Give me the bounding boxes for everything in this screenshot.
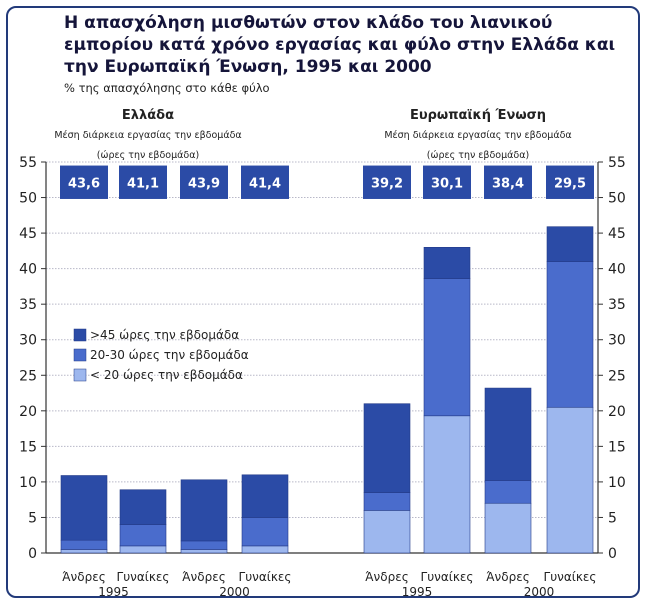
y-tick-label-left: 30 [19, 333, 37, 349]
x-category-label: Άνδρες [486, 570, 530, 584]
avg-hours-label: 39,2 [371, 176, 403, 191]
x-year-label: 2000 [524, 585, 555, 599]
bar-segment-20to30 [363, 492, 411, 511]
panel-title: Ελλάδα [122, 108, 174, 123]
bar-segment-over45 [60, 475, 108, 541]
bar-segment-under20 [119, 545, 167, 554]
y-tick-label-right: 30 [608, 333, 626, 349]
legend-swatch [73, 348, 87, 362]
avg-hours-label: 43,9 [188, 176, 220, 191]
bar-segment-20to30 [484, 480, 532, 504]
bar-segment-under20 [423, 415, 471, 554]
y-tick-label-left: 40 [19, 262, 37, 278]
avg-hours-box [119, 165, 167, 199]
bar-segment-under20 [546, 406, 594, 554]
bar-segment-20to30 [241, 517, 289, 547]
bar-segment-under20 [363, 510, 411, 554]
x-category-label: Γυναίκες [421, 570, 474, 584]
chart-subtitle: % της απασχόλησης στο κάθε φύλο [64, 81, 270, 95]
y-tick-label-left: 25 [19, 368, 37, 384]
y-tick-label-right: 10 [608, 475, 626, 491]
panels: Ελλάδα Μέση διάρκεια εργασίας την εβδομάδ… [54, 108, 596, 599]
avg-hours-label: 41,4 [249, 176, 281, 191]
bar-segment-20to30 [60, 539, 108, 550]
avg-hours-box [60, 165, 108, 199]
y-tick-label-left: 45 [19, 226, 37, 242]
panel: Ευρωπαϊκή Ένωση Μέση διάρκεια εργασίας τη… [363, 108, 596, 599]
y-tick-label-left: 20 [19, 404, 37, 420]
bar-segment-20to30 [546, 261, 594, 408]
x-year-label: 1995 [98, 585, 129, 599]
y-tick-label-right: 45 [608, 226, 626, 242]
chart-title: Η απασχόληση μισθωτών στον κλάδο του λια… [64, 13, 616, 77]
y-tick-label-left: 35 [19, 297, 37, 313]
x-category-label: Άνδρες [62, 570, 106, 584]
panel: Ελλάδα Μέση διάρκεια εργασίας την εβδομάδ… [54, 108, 291, 599]
legend-label: 20-30 ώρες την εβδομάδα [90, 348, 249, 362]
y-tick-label-right: 25 [608, 368, 626, 384]
bar-segment-20to30 [423, 278, 471, 417]
y-tick-label-right: 20 [608, 404, 626, 420]
bar-segment-over45 [119, 489, 167, 525]
avg-hours-label: 43,6 [68, 176, 100, 191]
bar-segment-under20 [241, 545, 289, 554]
y-tick-label-right: 50 [608, 191, 626, 207]
x-year-label: 2000 [219, 585, 250, 599]
y-tick-label-right: 0 [608, 546, 617, 562]
legend: >45 ώρες την εβδομάδα 20-30 ώρες την εβδο… [73, 328, 249, 382]
avg-hours-box [423, 165, 471, 199]
bar-segment-20to30 [119, 524, 167, 547]
bar-segment-over45 [423, 247, 471, 279]
legend-swatch [73, 328, 87, 342]
y-tick-label-left: 10 [19, 475, 37, 491]
legend-label: >45 ώρες την εβδομάδα [90, 328, 239, 342]
avg-hours-caption: Μέση διάρκεια εργασίας την εβδομάδα [384, 130, 571, 141]
x-category-label: Γυναίκες [239, 570, 292, 584]
bar-segment-over45 [241, 474, 289, 518]
y-tick-label-left: 0 [28, 546, 37, 562]
legend-swatch [73, 368, 87, 382]
legend-label: < 20 ώρες την εβδομάδα [90, 368, 243, 382]
avg-hours-box [484, 165, 532, 199]
y-tick-label-left: 15 [19, 439, 37, 455]
chart-frame [6, 6, 640, 598]
avg-hours-box [546, 165, 594, 199]
x-category-label: Γυναίκες [544, 570, 597, 584]
y-tick-label-left: 50 [19, 191, 37, 207]
x-category-label: Άνδρες [365, 570, 409, 584]
bar-segment-over45 [546, 226, 594, 262]
bar-segment-under20 [484, 502, 532, 554]
bar-segment-over45 [484, 387, 532, 481]
avg-hours-label: 29,5 [554, 176, 586, 191]
avg-hours-caption: Μέση διάρκεια εργασίας την εβδομάδα [54, 130, 241, 141]
y-tick-label-right: 35 [608, 297, 626, 313]
panel-title: Ευρωπαϊκή Ένωση [410, 108, 546, 123]
avg-hours-caption-units: (ώρες την εβδομάδα) [97, 150, 199, 161]
bar-segment-over45 [180, 479, 228, 542]
x-category-label: Άνδρες [182, 570, 226, 584]
avg-hours-label: 41,1 [127, 176, 159, 191]
avg-hours-label: 38,4 [492, 176, 524, 191]
bar-segment-over45 [363, 403, 411, 493]
avg-hours-caption-units: (ώρες την εβδομάδα) [427, 150, 529, 161]
x-year-label: 1995 [402, 585, 433, 599]
avg-hours-box [241, 165, 289, 199]
avg-hours-label: 30,1 [431, 176, 463, 191]
y-tick-label-right: 40 [608, 262, 626, 278]
y-tick-label-right: 5 [608, 510, 617, 526]
avg-hours-box [363, 165, 411, 199]
bar-segment-under20 [60, 549, 108, 554]
y-tick-label-left: 5 [28, 510, 37, 526]
x-category-label: Γυναίκες [117, 570, 170, 584]
bar-segment-20to30 [180, 540, 228, 550]
y-tick-label-right: 15 [608, 439, 626, 455]
y-tick-label-right: 55 [608, 155, 626, 171]
avg-hours-box [180, 165, 228, 199]
y-tick-label-left: 55 [19, 155, 37, 171]
bar-segment-under20 [180, 549, 228, 554]
